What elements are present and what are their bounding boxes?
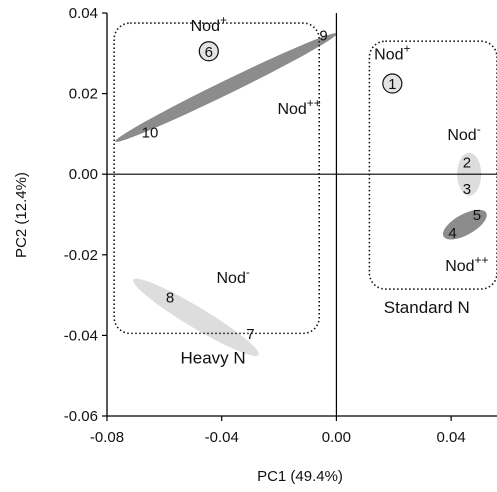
group-box-standard-n xyxy=(368,40,497,290)
y-tick-label: -0.04 xyxy=(64,327,98,344)
annotation-text: Nod xyxy=(277,101,306,118)
group-box-heavy-n xyxy=(113,22,321,335)
annotation-superscript: ++ xyxy=(307,96,321,110)
annotation-superscript: ++ xyxy=(475,253,489,267)
annotation-text: Nod xyxy=(374,46,403,63)
points-layer: 1 2 3 45 6 7 8 9 10 xyxy=(142,28,481,343)
y-tick-label: 0.04 xyxy=(69,5,98,22)
ellipse-heavy-n-nod xyxy=(115,33,337,142)
point-label-3: 3 xyxy=(463,181,471,198)
annotation-text: Nod xyxy=(191,18,220,35)
annotation-nod: Nod- xyxy=(447,122,480,144)
annotation-text: Nod xyxy=(216,270,245,287)
annotation-nod: Nod++ xyxy=(445,253,488,275)
y-tick-label: -0.02 xyxy=(64,247,98,264)
annotation-text: Nod xyxy=(447,127,476,144)
ellipse-heavy-n-nod xyxy=(132,278,259,356)
point-label-5: 5 xyxy=(473,207,481,224)
annotation-superscript: - xyxy=(246,265,250,279)
annotation-superscript: + xyxy=(220,13,227,27)
y-tick-label: 0.00 xyxy=(69,166,98,183)
annotation-text: Nod xyxy=(445,258,474,275)
group-label-heavy-n: Heavy N xyxy=(181,349,246,368)
annotation-nod: Nod+ xyxy=(191,13,227,35)
group-boxes-layer xyxy=(113,22,497,335)
point-label-6: 6 xyxy=(205,44,213,61)
point-label-10: 10 xyxy=(142,124,159,141)
point-label-4: 4 xyxy=(448,225,456,242)
point-marker-1 xyxy=(382,73,403,94)
x-axis-label: PC1 (49.4%) xyxy=(257,468,343,485)
y-tick-label: 0.02 xyxy=(69,86,98,103)
group-label-standard-n: Standard N xyxy=(384,298,470,317)
point-label-2: 2 xyxy=(463,155,471,172)
point-marker-6 xyxy=(198,41,219,62)
x-tick-label: 0.04 xyxy=(437,429,466,446)
point-label-7: 7 xyxy=(246,326,254,343)
ellipse-standard-n-nod xyxy=(442,209,487,240)
axes-layer: -0.08 -0.04 0.00 0.04 0.04 0.02 0.00 -0.02 -0.04… xyxy=(64,5,497,446)
y-tick-label: -0.06 xyxy=(64,408,98,425)
x-tick-label: 0.00 xyxy=(322,429,351,446)
annotation-nod: Nod++ xyxy=(277,96,320,118)
point-label-8: 8 xyxy=(166,290,174,307)
annotation-nod: Nod- xyxy=(216,265,249,287)
point-label-1: 1 xyxy=(388,76,396,93)
point-label-9: 9 xyxy=(319,28,327,45)
x-tick-label: -0.04 xyxy=(205,429,239,446)
annotation-superscript: + xyxy=(404,41,411,55)
y-axis-label: PC2 (12.4%) xyxy=(13,172,30,258)
annotation-nod: Nod+ xyxy=(374,41,410,63)
annotation-superscript: - xyxy=(477,122,481,136)
x-tick-label: -0.08 xyxy=(90,429,124,446)
